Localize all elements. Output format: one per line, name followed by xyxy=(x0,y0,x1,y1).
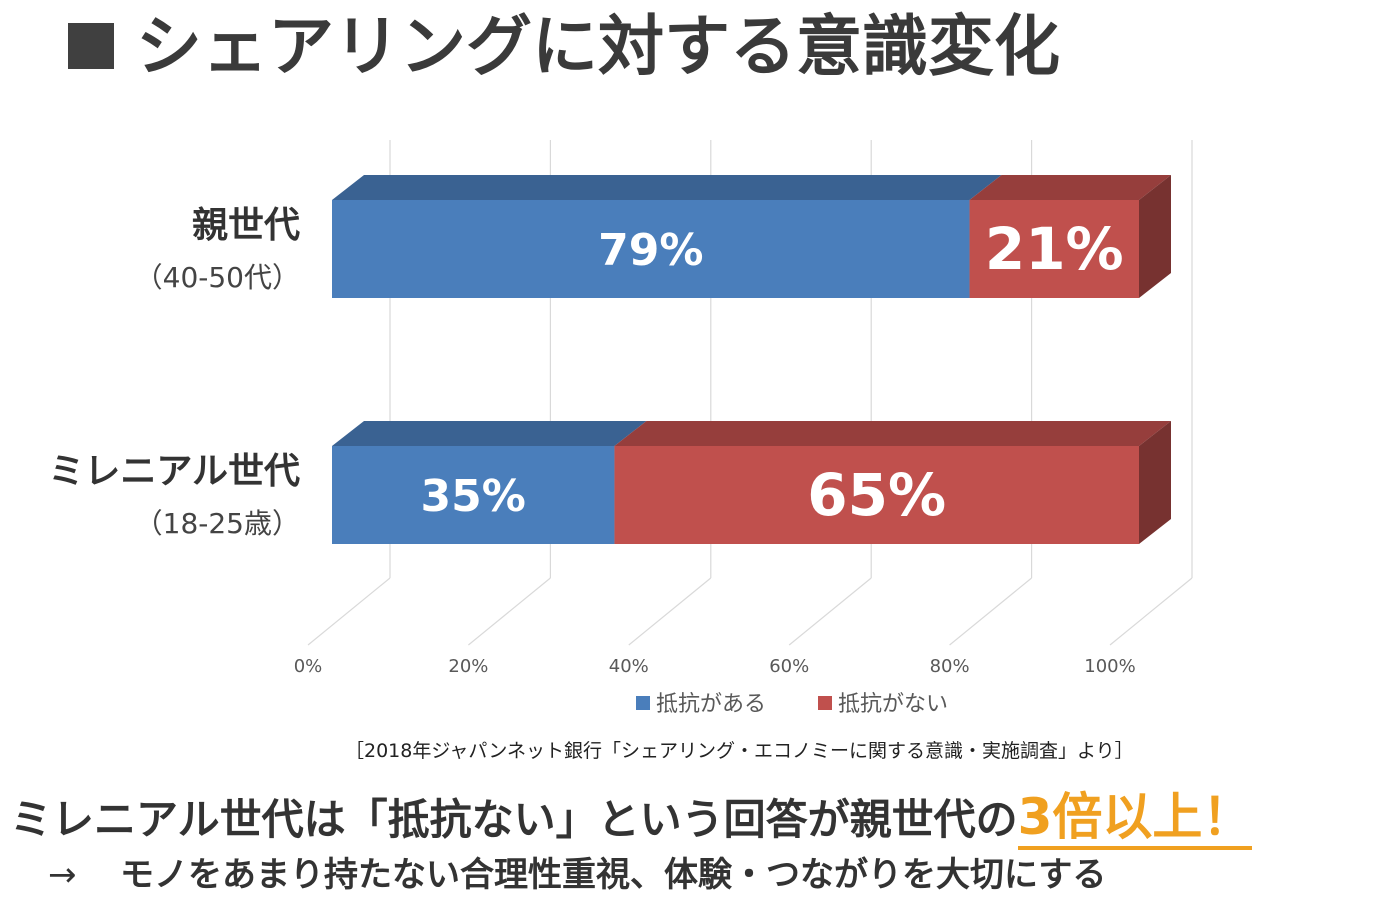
conclusion-text: ミレニアル世代は「抵抗ない」という回答が親世代の3倍以上！ xyxy=(10,785,1253,852)
chart-bars: 79% 21% 35% 65% xyxy=(332,175,1171,544)
x-tick-label: 100% xyxy=(1084,656,1135,677)
page-title: シェアリングに対する意識変化 xyxy=(60,2,1360,92)
data-label: 21% xyxy=(985,215,1124,283)
gridline-floor xyxy=(628,577,712,646)
legend-swatch xyxy=(636,696,650,710)
x-tick-label: 80% xyxy=(930,656,970,677)
bar-top-face xyxy=(332,421,647,446)
x-axis-ticks: 0% 20% 40% 60% 80% 100% xyxy=(294,656,1136,677)
category-label: 親世代 xyxy=(192,205,300,246)
sub-conclusion-text: モノをあまり持たない合理性重視、体験・つながりを大切にする xyxy=(120,855,1107,895)
title-text: シェアリングに対する意識変化 xyxy=(136,8,1060,85)
data-label: 65% xyxy=(807,461,946,529)
gridline-floor xyxy=(788,577,872,646)
category-sublabel: （40-50代） xyxy=(135,261,300,294)
conclusion-main: ミレニアル世代は「抵抗ない」という回答が親世代の xyxy=(10,795,1018,844)
bar-top-face xyxy=(332,175,1002,200)
bar-side-face xyxy=(1139,421,1171,544)
data-label: 79% xyxy=(598,225,703,276)
bar-top-face xyxy=(614,421,1171,446)
sub-conclusion: → モノをあまり持たない合理性重視、体験・つながりを大切にする xyxy=(48,850,1106,900)
legend-label: 抵抗がある xyxy=(656,692,766,717)
category-labels: 親世代 （40-50代） ミレニアル世代 （18-25歳） xyxy=(48,205,300,540)
stacked-bar-chart: 79% 21%35% 65% 親世代（40-50代）ミレニアル世代（18-25歳） … xyxy=(48,140,1193,717)
x-tick-label: 20% xyxy=(448,656,488,677)
category-label: ミレニアル世代 xyxy=(48,451,300,492)
square-bullet-icon xyxy=(68,22,114,69)
gridline-floor xyxy=(468,577,551,646)
gridline-floor xyxy=(1109,577,1193,646)
bar-side-face xyxy=(1139,175,1171,298)
gridline-floor xyxy=(307,577,391,646)
bar-top-face xyxy=(969,175,1171,200)
source-note: ［2018年ジャパンネット銀行「シェアリング・エコノミーに関する意識・実施調査」… xyxy=(345,740,1134,762)
category-sublabel: （18-25歳） xyxy=(135,507,300,540)
data-label: 35% xyxy=(421,471,526,522)
conclusion-highlight: 3倍以上！ xyxy=(1017,788,1253,850)
x-tick-label: 0% xyxy=(294,656,323,677)
legend-swatch xyxy=(818,696,832,710)
chart-legend: 抵抗がある 抵抗がない xyxy=(636,692,948,717)
x-tick-label: 60% xyxy=(769,656,809,677)
bar-segment xyxy=(332,446,615,544)
arrow-icon: → xyxy=(48,855,77,895)
gridline-floor xyxy=(949,577,1032,646)
bar-segment xyxy=(969,200,1139,298)
legend-label: 抵抗がない xyxy=(838,692,948,717)
x-tick-label: 40% xyxy=(609,656,649,677)
bar-segment xyxy=(614,446,1139,544)
bar-segment xyxy=(332,200,970,298)
